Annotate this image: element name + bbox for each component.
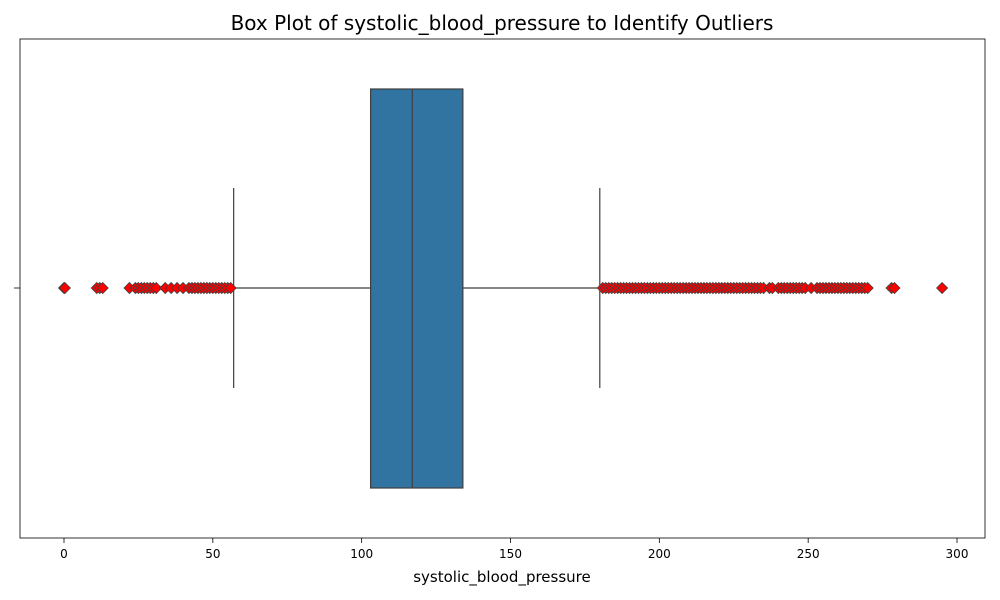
x-tick-label: 300 bbox=[946, 547, 969, 561]
x-tick-label: 250 bbox=[797, 547, 820, 561]
x-tick-label: 150 bbox=[499, 547, 522, 561]
x-tick-label: 50 bbox=[205, 547, 220, 561]
outlier-point bbox=[224, 281, 237, 295]
interquartile-box bbox=[369, 88, 464, 489]
box-plot bbox=[233, 88, 601, 489]
outlier-points bbox=[57, 281, 949, 295]
outlier-point bbox=[936, 281, 949, 295]
outlier-point bbox=[96, 281, 109, 295]
x-tick-label: 100 bbox=[350, 547, 373, 561]
outlier-point bbox=[58, 281, 71, 295]
plot-area-frame bbox=[19, 38, 986, 539]
chart-title: Box Plot of systolic_blood_pressure to I… bbox=[231, 11, 774, 35]
outlier-point bbox=[861, 281, 874, 295]
x-axis-ticks: 0 50 100 150 200 250 300 bbox=[60, 538, 968, 561]
x-tick-label: 200 bbox=[648, 547, 671, 561]
outlier-point bbox=[150, 281, 163, 295]
x-axis-label: systolic_blood_pressure bbox=[413, 568, 591, 587]
x-tick-label: 0 bbox=[60, 547, 68, 561]
outlier-point bbox=[888, 281, 901, 295]
